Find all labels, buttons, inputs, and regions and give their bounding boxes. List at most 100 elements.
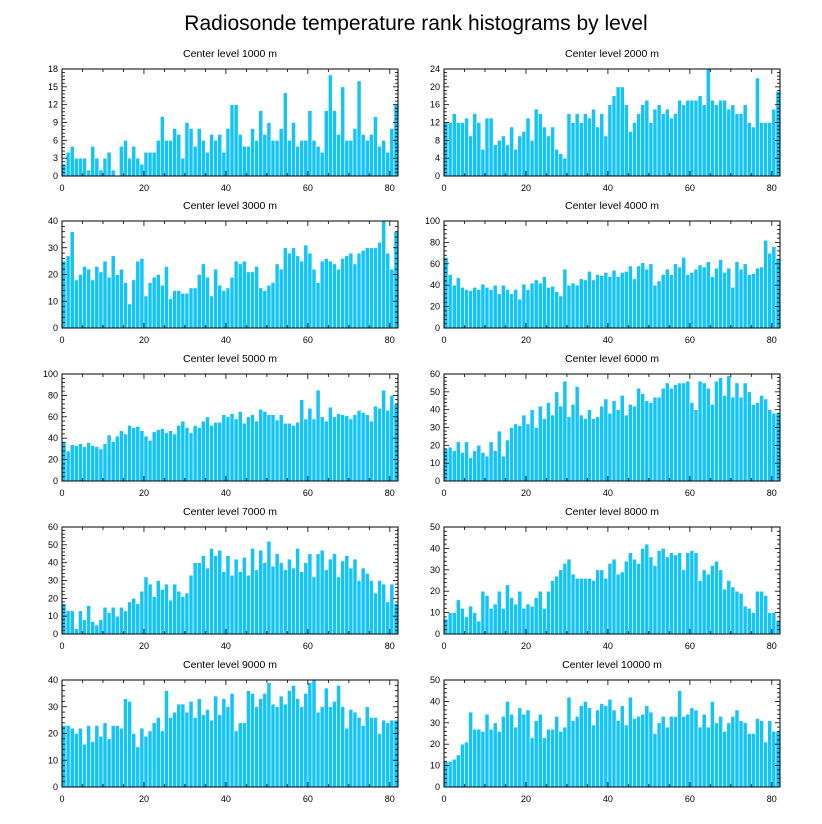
bar — [472, 113, 478, 177]
x-tick-label: 40 — [221, 794, 231, 804]
bar — [628, 404, 633, 482]
bar — [537, 113, 543, 177]
bar — [607, 276, 613, 329]
bar — [143, 151, 149, 177]
bar — [303, 693, 309, 788]
bar — [566, 284, 572, 329]
bar — [537, 405, 543, 482]
bar — [143, 435, 149, 482]
bar — [472, 612, 478, 635]
y-tick-label: 60 — [430, 369, 440, 379]
bar — [574, 716, 580, 788]
bar — [460, 122, 465, 177]
bar — [652, 108, 658, 177]
bar — [266, 540, 272, 635]
bar — [525, 117, 531, 177]
bar — [611, 95, 617, 177]
bar — [291, 685, 296, 788]
bar — [360, 412, 366, 482]
bar — [669, 117, 674, 177]
bar — [673, 716, 678, 788]
panel-title: Center level 9000 m — [183, 659, 277, 671]
bar — [644, 705, 650, 788]
bar — [566, 416, 572, 482]
bar — [250, 548, 255, 635]
bar — [311, 576, 317, 635]
bar — [201, 420, 206, 482]
panel-3: Center level 3000 m 0 20 40 60 80 0 10 20 30 40 — [48, 200, 399, 345]
bar — [106, 738, 112, 788]
bar — [599, 113, 605, 177]
bar — [677, 99, 682, 177]
bar — [123, 282, 128, 329]
bar — [480, 452, 486, 482]
bar — [241, 260, 247, 329]
bar — [114, 725, 120, 788]
bar — [307, 553, 313, 635]
bar — [258, 287, 264, 329]
bar — [677, 266, 682, 329]
bar — [328, 558, 333, 635]
bar — [69, 145, 75, 177]
bar — [673, 263, 678, 329]
x-tick-label: 0 — [59, 183, 64, 193]
bar — [381, 583, 387, 635]
y-tick-label: 16 — [430, 100, 440, 110]
bar — [180, 292, 186, 329]
y-tick-label: 60 — [48, 522, 58, 532]
bar — [484, 117, 490, 177]
bar — [640, 104, 646, 177]
bar — [176, 590, 182, 635]
bar — [250, 693, 255, 788]
bar — [660, 716, 666, 788]
bar — [755, 267, 760, 329]
bar — [246, 145, 251, 177]
bar — [673, 113, 678, 177]
bar — [172, 290, 178, 329]
bar — [652, 565, 658, 635]
bar — [644, 400, 650, 482]
bar — [172, 433, 178, 482]
bar — [254, 266, 259, 329]
bar — [303, 244, 309, 329]
bar — [570, 720, 576, 788]
bar — [209, 134, 214, 177]
bar — [738, 268, 744, 329]
bar — [681, 716, 687, 788]
panels-group: Center level 1000 m0 20 40 60 800369121518Ce… — [43, 48, 781, 804]
bar — [587, 409, 592, 482]
bar — [90, 279, 96, 329]
bar — [274, 419, 280, 482]
bar — [480, 731, 486, 788]
y-tick-label: 12 — [48, 100, 58, 110]
bar — [701, 382, 707, 482]
y-tick-label: 60 — [48, 412, 58, 422]
bar — [484, 595, 490, 635]
bar — [94, 624, 100, 635]
bar — [505, 584, 510, 635]
y-tick-label: 10 — [48, 755, 58, 765]
x-tick-label: 40 — [603, 641, 613, 651]
bar — [738, 113, 744, 177]
bar — [451, 113, 457, 177]
bar — [86, 268, 91, 329]
bar — [246, 271, 251, 329]
bar — [348, 140, 354, 177]
bar — [607, 104, 613, 177]
y-tick-label: 40 — [48, 558, 58, 568]
bar — [628, 696, 633, 788]
bar — [451, 612, 457, 635]
bar — [525, 423, 531, 482]
bar — [127, 701, 132, 788]
bar — [131, 598, 137, 635]
bar — [377, 733, 382, 788]
bar — [377, 407, 382, 482]
bar — [623, 414, 629, 482]
x-tick-label: 80 — [385, 183, 395, 193]
bar — [628, 131, 633, 177]
bar — [160, 116, 165, 177]
bar — [135, 260, 141, 329]
bar — [550, 728, 555, 788]
bar — [225, 555, 231, 635]
bar — [517, 707, 523, 788]
